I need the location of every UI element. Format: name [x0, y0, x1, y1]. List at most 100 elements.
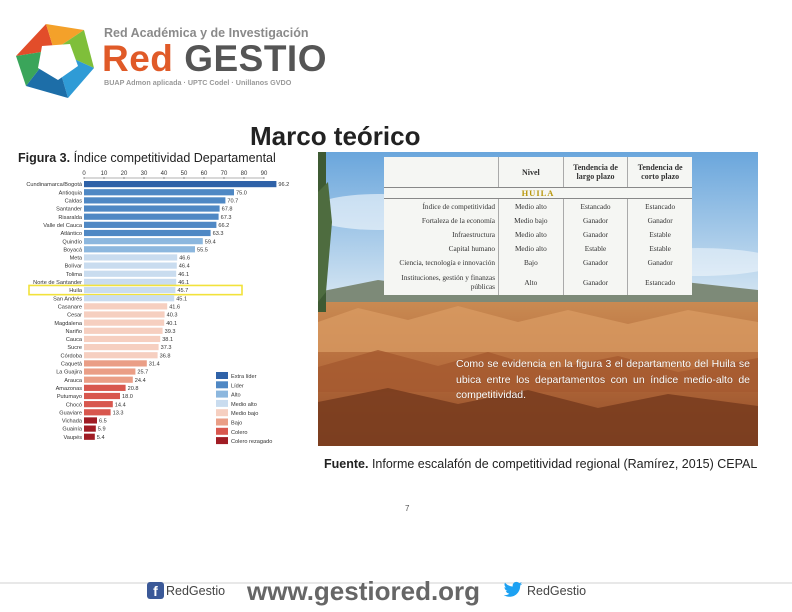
- value-label: 38.1: [162, 337, 173, 343]
- chart-bar: [84, 311, 165, 318]
- chart-bar: [84, 197, 226, 204]
- category-label: Casanare: [58, 304, 82, 310]
- value-label: 45.1: [176, 296, 187, 302]
- category-label: Cauca: [66, 337, 83, 343]
- slide-title: Marco teórico: [250, 121, 421, 151]
- chart-bar: [84, 335, 161, 343]
- x-tick-label: 60: [201, 171, 208, 177]
- x-tick-label: 50: [181, 171, 188, 177]
- value-label: 46.4: [179, 264, 190, 270]
- chart-bar: [84, 238, 203, 245]
- category-label: Cundinamarca/Bogotá: [26, 182, 83, 188]
- table-cell: Medio alto: [498, 241, 564, 256]
- x-tick-label: 10: [101, 171, 108, 177]
- page-number: 7: [405, 504, 410, 513]
- value-label: 36.8: [160, 353, 171, 359]
- category-label: Caquetá: [61, 362, 83, 368]
- category-label: Norte de Santander: [33, 280, 82, 286]
- table-header-cell: Tendencia de corto plazo: [627, 157, 692, 188]
- chart-bar: [84, 303, 168, 310]
- table-row: Índice de competitividad Medio alto Estanc…: [384, 198, 692, 214]
- twitter-link[interactable]: RedGestio: [527, 584, 587, 598]
- value-label: 46.1: [178, 272, 189, 278]
- chart-bar: [84, 319, 165, 326]
- category-label: Atlántico: [61, 231, 82, 237]
- figure-caption-text: Índice competitividad Departamental: [73, 151, 276, 165]
- table-cell: Estancado: [627, 198, 692, 214]
- category-label: Córdoba: [61, 353, 83, 359]
- legend-label: Medio bajo: [231, 411, 258, 417]
- category-label: Santander: [56, 207, 82, 213]
- category-label: Nariño: [66, 329, 82, 335]
- chart-bar: [84, 262, 177, 269]
- value-label: 14.4: [115, 402, 126, 408]
- table-header-cell: Nivel: [498, 157, 564, 188]
- x-tick-label: 70: [221, 171, 228, 177]
- x-tick-label: 80: [241, 171, 248, 177]
- table-row: Instituciones, gestión y finanzas públic…: [384, 269, 692, 295]
- value-label: 37.3: [161, 345, 172, 351]
- chart-bar: [84, 352, 158, 359]
- value-label: 75.0: [236, 190, 247, 196]
- chart-bar: [84, 425, 96, 432]
- table-row: Ciencia, tecnología e innovación Bajo Gana…: [384, 255, 692, 270]
- chart-bar: [84, 409, 111, 416]
- table-cell: Ganador: [562, 227, 628, 242]
- chart-bar: [84, 286, 176, 294]
- value-label: 5.9: [98, 427, 106, 433]
- competitiveness-bar-chart: 0 10 20 30 40 50 60 70 80 90 Cundinamarca/Bogotá 96…: [26, 171, 289, 445]
- category-label: Guaviare: [59, 410, 82, 416]
- category-label: Bolívar: [65, 264, 83, 270]
- legend-swatch: [216, 399, 228, 407]
- source-note: Fuente. Informe escalafón de competitivi…: [324, 457, 757, 471]
- value-label: 20.8: [128, 386, 139, 392]
- category-label: Guainía: [62, 427, 82, 433]
- chart-bar: [84, 229, 211, 237]
- chart-bar: [84, 189, 234, 196]
- value-label: 40.3: [167, 313, 178, 319]
- table-header-cell: [384, 157, 499, 188]
- category-label: Caldas: [65, 199, 83, 205]
- category-label: La Guajira: [56, 370, 83, 376]
- legend-label: Colero: [231, 430, 247, 436]
- value-label: 63.3: [213, 231, 224, 237]
- footer-divider: [0, 582, 792, 584]
- facebook-link[interactable]: RedGestio: [166, 584, 226, 598]
- table-cell: Instituciones, gestión y finanzas públic…: [401, 273, 496, 292]
- chart-bar: [84, 360, 147, 367]
- category-label: Magdalena: [54, 321, 83, 327]
- twitter-icon[interactable]: [503, 581, 523, 599]
- table-cell: Bajo: [498, 255, 564, 270]
- facebook-icon[interactable]: f: [147, 582, 164, 599]
- chart-bar: [84, 327, 163, 334]
- figure-label: Figura 3.: [18, 151, 71, 165]
- chart-bar: [84, 417, 97, 424]
- x-tick-label: 20: [121, 171, 128, 177]
- category-label: Amazonas: [56, 386, 83, 392]
- chart-bar: [84, 344, 159, 351]
- value-label: 46.6: [179, 256, 190, 262]
- category-label: Risaralda: [58, 215, 83, 221]
- chart-bar: [84, 392, 120, 400]
- category-label: Quindío: [62, 239, 82, 245]
- value-label: 66.2: [218, 223, 229, 229]
- table-cell: Estable: [627, 227, 692, 242]
- figure-caption: Figura 3. Índice competitividad Departam…: [18, 151, 276, 165]
- value-label: 67.3: [221, 215, 232, 221]
- category-label: Putumayo: [57, 394, 82, 400]
- legend-label: Líder: [231, 383, 244, 389]
- chart-bar: [84, 433, 95, 440]
- table-cell: Alto: [498, 269, 564, 295]
- category-label: Vichada: [62, 419, 83, 425]
- source-text: Informe escalafón de competitividad regi…: [371, 457, 758, 471]
- table-row: Capital humano Medio alto Estable Estable: [384, 241, 692, 256]
- legend-swatch: [216, 372, 228, 379]
- table-region-row: HUILA: [384, 187, 692, 199]
- value-label: 40.1: [166, 321, 177, 327]
- value-label: 39.3: [165, 329, 176, 335]
- website-link[interactable]: www.gestiored.org: [247, 576, 481, 606]
- x-tick-label: 90: [261, 171, 268, 177]
- legend-swatch: [216, 409, 228, 417]
- value-label: 5.4: [97, 435, 105, 441]
- logo-wordmark: Red GESTIO: [102, 38, 327, 80]
